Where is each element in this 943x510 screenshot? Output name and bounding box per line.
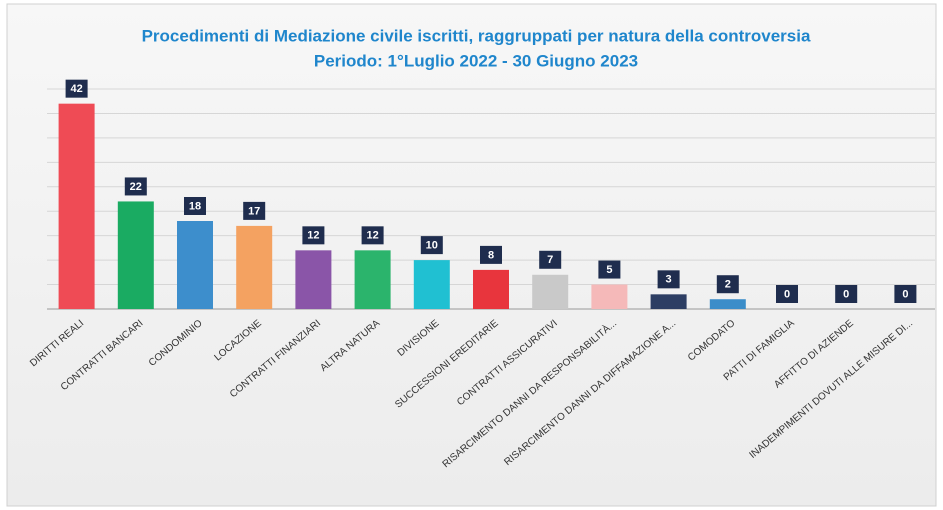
chart-background xyxy=(6,3,937,507)
value-label: 3 xyxy=(666,274,672,286)
bar xyxy=(295,250,332,309)
value-label: 8 xyxy=(488,249,494,261)
value-label: 12 xyxy=(366,230,378,242)
value-label-box xyxy=(835,285,858,303)
bar xyxy=(117,201,154,309)
bar xyxy=(591,284,628,309)
value-label-box xyxy=(716,275,739,294)
bar xyxy=(354,250,391,309)
value-label: 12 xyxy=(307,230,319,242)
value-label: 0 xyxy=(784,288,790,300)
value-label: 2 xyxy=(725,279,731,291)
value-label: 0 xyxy=(843,288,849,300)
value-label: 22 xyxy=(130,181,142,193)
value-label-box xyxy=(184,197,206,215)
value-label-box xyxy=(539,250,562,269)
chart-subtitle: Periodo: 1°Luglio 2022 - 30 Giugno 2023 xyxy=(314,51,638,70)
value-label-box xyxy=(480,245,502,264)
bar xyxy=(473,269,509,309)
value-label: 17 xyxy=(248,205,260,217)
value-label-box xyxy=(657,270,680,289)
value-label-box xyxy=(420,236,443,255)
bar xyxy=(532,274,569,309)
value-label-box xyxy=(361,226,384,245)
value-label: 10 xyxy=(426,240,438,252)
value-label-box xyxy=(65,79,88,98)
value-label-box xyxy=(243,201,266,220)
value-label-box xyxy=(302,226,325,245)
bar xyxy=(177,221,213,309)
value-label: 0 xyxy=(902,288,908,300)
value-label-box xyxy=(776,285,798,303)
value-label-box xyxy=(894,285,917,303)
value-label-box xyxy=(124,177,147,196)
value-label-box xyxy=(598,260,621,279)
bar xyxy=(709,299,746,309)
value-label: 7 xyxy=(547,254,553,266)
value-label: 18 xyxy=(189,200,201,212)
bar xyxy=(650,294,687,309)
chart-title: Procedimenti di Mediazione civile iscrit… xyxy=(142,26,811,45)
value-label: 42 xyxy=(70,83,82,95)
bar xyxy=(58,103,95,310)
bar xyxy=(236,225,273,309)
bar xyxy=(413,260,450,309)
value-label: 5 xyxy=(606,264,612,276)
